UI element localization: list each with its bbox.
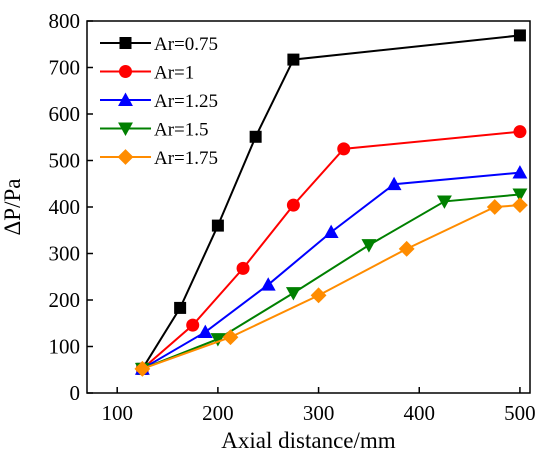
- legend-marker: [118, 122, 133, 136]
- data-point: [398, 240, 415, 257]
- axis-ticks: 100 200 300 400 500 0 100 200 300 400 500 600 700 800: [49, 9, 536, 425]
- data-point: [285, 287, 301, 301]
- y-tick-label: 500: [49, 149, 81, 173]
- series-line: [141, 130, 521, 370]
- data-point: [310, 287, 327, 304]
- x-tick-label: 100: [101, 401, 133, 425]
- data-point: [211, 219, 224, 232]
- legend-marker: [119, 65, 132, 78]
- legend-marker: [119, 37, 132, 49]
- legend-label: Ar=0.75: [154, 34, 218, 55]
- data-point: [286, 198, 300, 212]
- y-tick-label: 600: [49, 102, 81, 126]
- y-tick-label: 200: [49, 288, 81, 312]
- data-point: [197, 324, 213, 339]
- y-tick-label: 100: [49, 335, 81, 359]
- data-point: [287, 53, 300, 66]
- legend-label: Ar=1: [154, 63, 194, 84]
- y-axis-title: ΔP/Pa: [0, 179, 25, 236]
- legend-item: Ar=0.75: [100, 34, 218, 55]
- data-point: [386, 176, 402, 191]
- y-tick-label: 300: [49, 242, 81, 266]
- data-point: [210, 333, 226, 347]
- series-Ar=1.75: [134, 197, 528, 377]
- x-tick-label: 400: [404, 401, 436, 425]
- data-point: [512, 188, 528, 202]
- data-point: [337, 142, 351, 156]
- data-point: [512, 197, 528, 214]
- data-point: [174, 301, 187, 314]
- x-tick-label: 300: [303, 401, 335, 425]
- legend-marker: [117, 149, 134, 165]
- data-point: [323, 224, 339, 239]
- y-tick-label: 0: [70, 381, 81, 405]
- data-point: [236, 261, 250, 275]
- data-point: [260, 277, 276, 291]
- series-layer: [134, 29, 528, 377]
- data-point: [186, 318, 200, 332]
- legend-marker: [118, 92, 133, 106]
- legend-label: Ar=1.25: [154, 91, 218, 112]
- series-Ar=1.5: [134, 188, 528, 377]
- series-Ar=1: [135, 125, 527, 376]
- legend-item: Ar=1.25: [100, 91, 218, 112]
- data-point: [513, 125, 527, 139]
- data-point: [222, 329, 239, 346]
- series-line: [141, 171, 521, 370]
- data-point: [134, 360, 151, 377]
- legend-label: Ar=1.5: [154, 120, 209, 141]
- series-line: [142, 193, 521, 370]
- x-axis-title: Axial distance/mm: [221, 428, 395, 453]
- series-line: [141, 34, 521, 370]
- y-tick-label: 700: [49, 56, 81, 80]
- x-tick-label: 500: [504, 401, 536, 425]
- data-point: [436, 195, 452, 209]
- legend-label: Ar=1.75: [154, 148, 218, 169]
- legend-item: Ar=1.5: [100, 120, 209, 141]
- y-tick-label: 400: [49, 195, 81, 219]
- data-point: [486, 199, 503, 215]
- legend: Ar=0.75 Ar=1 Ar=1.25 Ar=1.5 Ar=1.75: [100, 34, 218, 169]
- data-point: [513, 29, 526, 42]
- x-tick-label: 200: [202, 401, 234, 425]
- y-tick-label: 800: [49, 9, 81, 33]
- legend-item: Ar=1: [100, 63, 194, 84]
- legend-item: Ar=1.75: [100, 148, 218, 169]
- data-point: [249, 130, 262, 143]
- data-point: [361, 239, 377, 253]
- data-point: [512, 165, 528, 179]
